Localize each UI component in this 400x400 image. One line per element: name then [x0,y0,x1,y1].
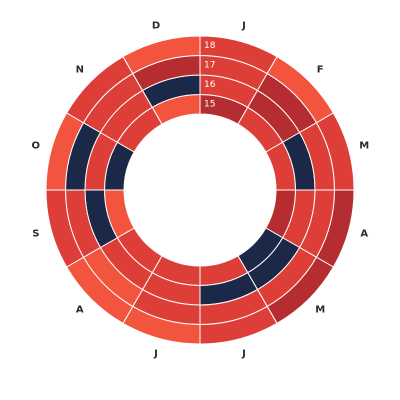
month-label: M [359,141,369,152]
month-labels: J F M A M J J A S O N D [32,20,370,359]
month-label: F [317,64,324,75]
ring-labels: 15 16 17 18 [204,41,216,110]
month-label: S [32,228,39,239]
month-label: J [241,349,246,360]
ring-label: 15 [204,99,215,109]
month-label: N [76,64,84,75]
month-label: J [241,20,246,31]
month-label: D [152,20,160,31]
month-label: J [153,349,158,360]
month-label: A [360,228,368,239]
heatmap-cell-18-12 [122,35,201,75]
month-label: M [315,305,325,316]
month-label: O [32,141,41,152]
ring-label: 18 [204,41,216,51]
ring-label: 16 [204,80,216,90]
month-label: A [76,305,84,316]
heatmap-cells [45,35,355,345]
ring-label: 17 [204,60,215,70]
